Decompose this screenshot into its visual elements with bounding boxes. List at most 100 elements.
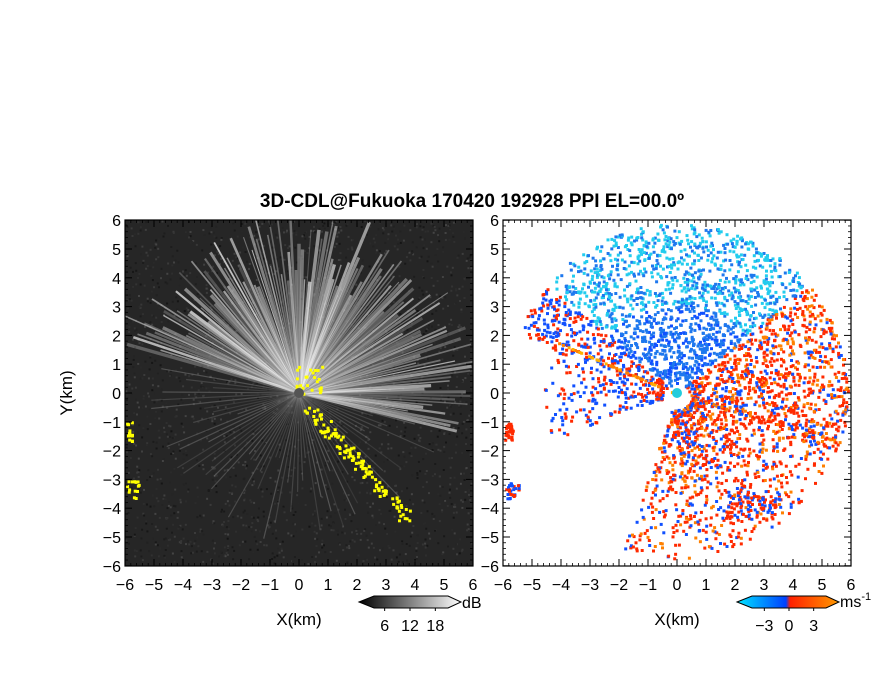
noise-pixel	[319, 548, 322, 551]
velocity-cell	[815, 383, 819, 387]
velocity-cell	[804, 424, 808, 428]
noise-pixel	[188, 319, 191, 322]
noise-pixel	[149, 476, 152, 478]
velocity-cell	[824, 402, 828, 405]
noise-pixel	[432, 563, 434, 565]
velocity-cell	[694, 356, 698, 360]
velocity-cell	[650, 359, 654, 363]
noise-pixel	[232, 397, 235, 400]
noise-pixel	[194, 539, 197, 542]
velocity-cell	[629, 303, 633, 307]
noise-pixel	[297, 434, 300, 437]
velocity-cell	[744, 242, 748, 246]
velocity-cell	[786, 374, 790, 378]
velocity-cell	[618, 345, 622, 349]
velocity-cell	[651, 377, 655, 381]
noise-pixel	[466, 257, 469, 260]
noise-pixel	[231, 484, 234, 487]
noise-pixel	[203, 370, 205, 372]
noise-pixel	[297, 421, 299, 424]
velocity-cell	[741, 332, 745, 336]
velocity-cell	[822, 332, 826, 336]
noise-pixel	[324, 484, 327, 487]
velocity-cell	[642, 244, 646, 248]
noise-pixel	[222, 555, 225, 558]
velocity-cell	[720, 286, 724, 290]
velocity-cell	[807, 380, 811, 384]
velocity-cell	[673, 372, 677, 376]
noise-pixel	[312, 294, 315, 297]
overlay-pixel	[326, 426, 330, 430]
velocity-cell	[834, 345, 838, 349]
intensity-ray	[263, 392, 300, 539]
noise-pixel	[347, 235, 350, 238]
noise-pixel	[214, 480, 217, 483]
intensity-ray	[162, 326, 300, 395]
noise-pixel	[229, 324, 232, 327]
overlay-pixel	[369, 470, 373, 474]
noise-pixel	[301, 528, 304, 531]
noise-pixel	[335, 242, 338, 245]
velocity-cell	[804, 338, 808, 342]
noise-pixel	[411, 252, 414, 255]
noise-pixel	[312, 230, 315, 233]
noise-pixel	[290, 263, 293, 266]
noise-pixel	[287, 396, 289, 399]
noise-pixel	[128, 383, 131, 386]
noise-pixel	[174, 415, 177, 418]
overlay-pixel	[364, 470, 368, 474]
noise-pixel	[216, 436, 219, 439]
velocity-cell	[703, 350, 707, 354]
velocity-cell	[768, 390, 772, 394]
velocity-cell	[770, 363, 774, 367]
overlay-pixel	[377, 489, 381, 493]
noise-pixel	[220, 551, 223, 554]
velocity-cell	[713, 338, 717, 342]
velocity-cell	[792, 280, 796, 283]
noise-pixel	[359, 482, 362, 485]
y-tick-label: −4	[103, 501, 121, 518]
noise-pixel	[157, 247, 160, 250]
velocity-cell	[656, 311, 660, 314]
noise-pixel	[351, 286, 354, 289]
intensity-ray	[212, 387, 300, 394]
velocity-cell	[718, 278, 722, 282]
noise-pixel	[287, 270, 289, 273]
noise-pixel	[180, 422, 183, 425]
noise-pixel	[174, 488, 177, 491]
noise-pixel	[249, 499, 252, 502]
velocity-cell	[700, 311, 703, 315]
noise-pixel	[206, 437, 209, 440]
noise-pixel	[149, 338, 152, 340]
velocity-cell	[769, 269, 773, 273]
noise-pixel	[135, 398, 138, 401]
noise-pixel	[465, 467, 468, 469]
noise-pixel	[291, 446, 293, 448]
velocity-cell	[792, 379, 796, 383]
noise-pixel	[140, 303, 143, 306]
velocity-cell	[685, 253, 688, 257]
velocity-cell	[832, 333, 836, 337]
velocity-cell	[556, 334, 560, 338]
noise-pixel	[425, 452, 427, 455]
intensity-ray	[162, 391, 300, 394]
velocity-cell	[647, 320, 651, 324]
noise-pixel	[128, 326, 131, 328]
noise-pixel	[317, 277, 320, 280]
noise-pixel	[242, 511, 245, 514]
velocity-cell	[809, 353, 813, 357]
velocity-cell	[682, 371, 686, 375]
noise-pixel	[311, 429, 314, 432]
noise-pixel	[161, 405, 164, 408]
velocity-cell	[594, 303, 598, 306]
velocity-cell	[830, 417, 834, 421]
velocity-cell	[676, 317, 680, 321]
noise-pixel	[419, 470, 422, 473]
noise-pixel	[315, 545, 318, 548]
intensity-ray	[151, 298, 300, 394]
noise-pixel	[354, 458, 357, 461]
noise-pixel	[196, 275, 198, 278]
noise-pixel	[211, 401, 214, 404]
noise-pixel	[424, 351, 427, 354]
velocity-cell	[638, 259, 642, 263]
